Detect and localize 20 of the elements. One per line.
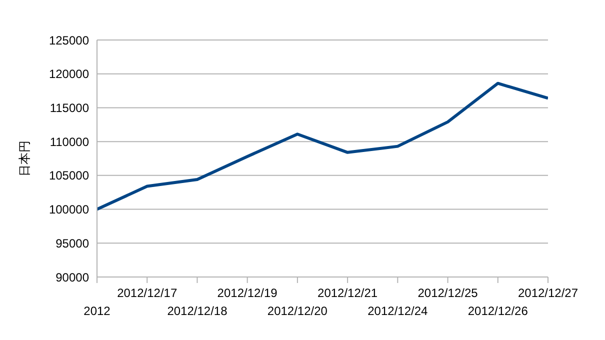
x-tick-label: 2012/12/27: [518, 286, 578, 300]
y-tick-label: 95000: [56, 236, 90, 250]
x-tick-label: 2012: [84, 304, 111, 318]
y-tick-label: 115000: [50, 100, 90, 115]
y-tick-label: 100000: [48, 202, 90, 217]
x-tick-label: 2012/12/18: [167, 304, 228, 318]
x-tick-label: 2012/12/21: [318, 286, 378, 300]
x-tick-label: 2012/12/26: [468, 304, 528, 318]
x-tick-label: 2012/12/19: [217, 286, 278, 300]
x-tick-label: 2012/12/24: [368, 304, 428, 318]
y-tick-label: 120000: [48, 67, 90, 82]
y-tick-label: 105000: [48, 168, 90, 183]
y-tick-label: 90000: [56, 270, 90, 284]
x-tick-label: 2012/12/25: [418, 286, 478, 300]
y-axis-title: 日本円: [17, 140, 32, 176]
x-tick-label: 2012/12/17: [117, 286, 178, 300]
y-tick-label: 125000: [48, 33, 90, 48]
x-tick-label: 2012/12/20: [267, 304, 328, 318]
y-tick-label: 110000: [50, 134, 90, 149]
line-series: [97, 82, 548, 211]
